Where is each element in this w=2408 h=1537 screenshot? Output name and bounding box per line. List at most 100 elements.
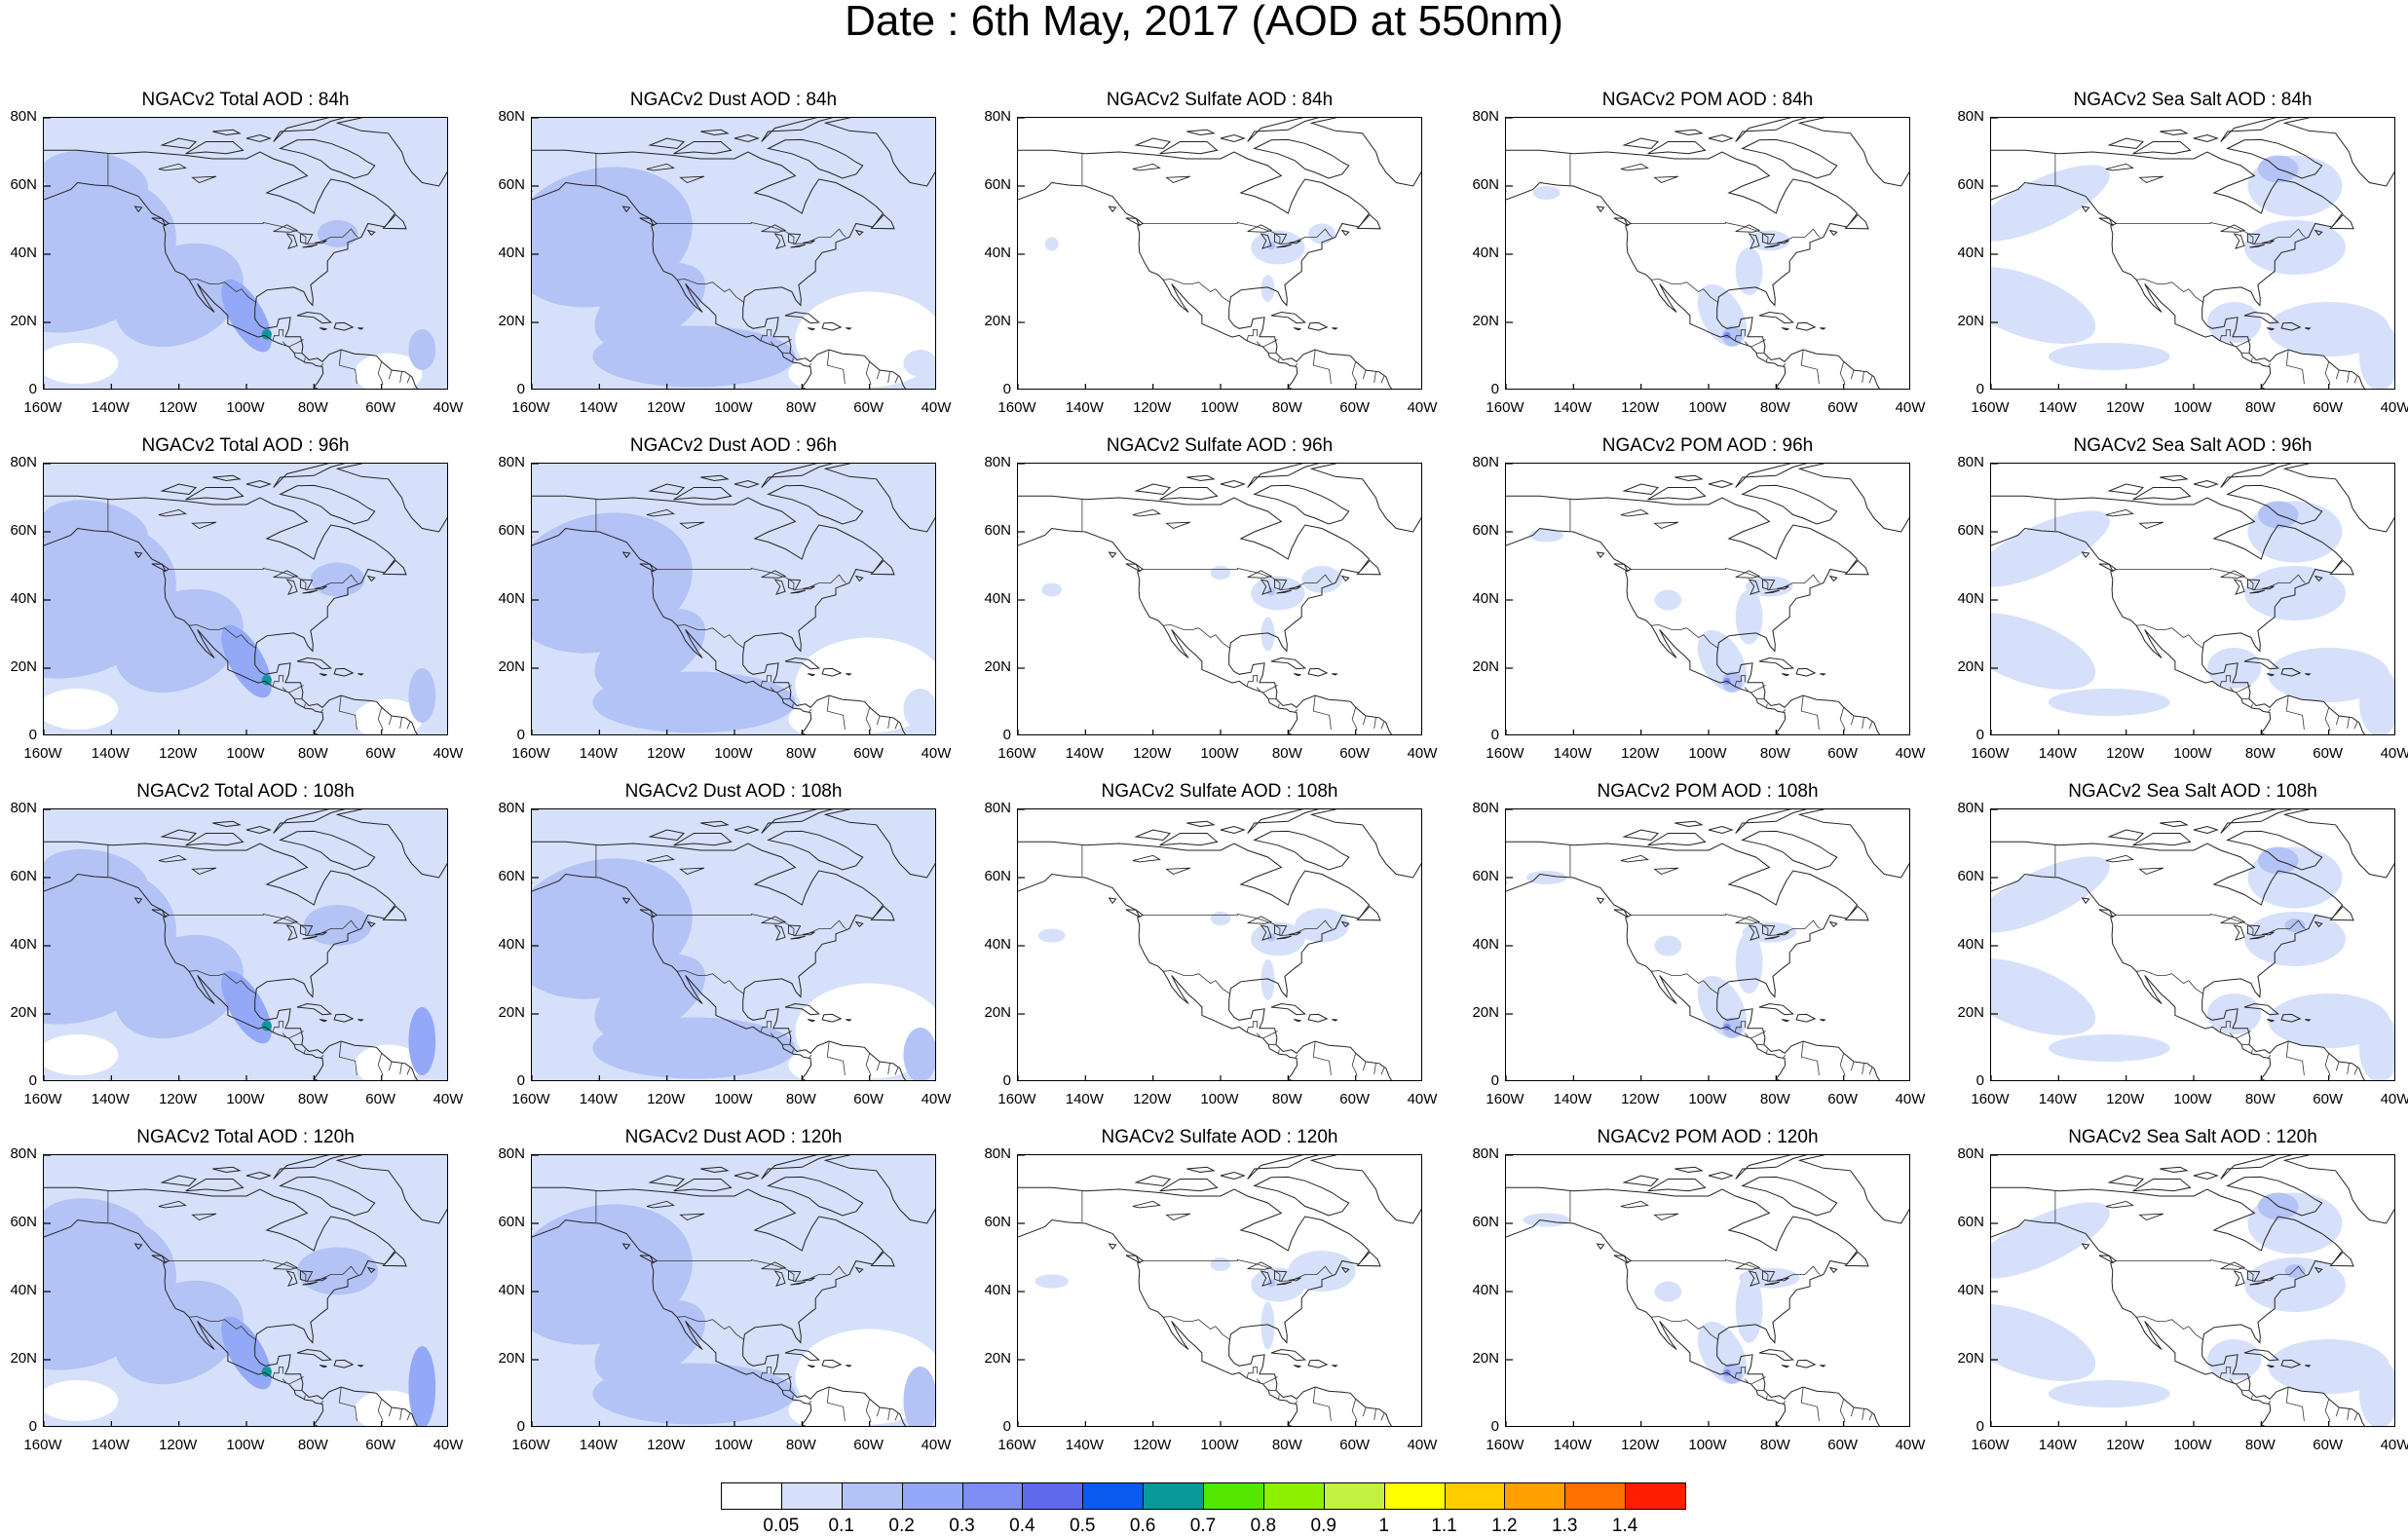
coastline	[2193, 133, 2219, 143]
lon-tick-label: 120W	[1621, 1437, 1660, 1453]
country-border	[1862, 371, 1864, 383]
country-border	[2353, 1413, 2358, 1421]
coastline	[382, 905, 407, 921]
coastline	[1741, 830, 1838, 871]
country-border	[1256, 1032, 1261, 1038]
lake-outline	[1764, 935, 1780, 940]
country-border	[809, 709, 812, 713]
lon-tick-label: 140W	[579, 745, 618, 762]
lake-outline	[285, 579, 298, 595]
coastline	[1596, 551, 1605, 559]
coastline	[1506, 1186, 1881, 1426]
coastline	[357, 1365, 364, 1368]
aod-contour-area	[1746, 576, 1793, 597]
lat-tick-label: 80N	[984, 454, 1011, 470]
coastline	[1309, 1155, 1421, 1224]
coastline	[151, 1255, 167, 1264]
lat-tick-label: 0	[1490, 1072, 1499, 1089]
coastline	[335, 1155, 447, 1224]
coastline	[44, 873, 324, 1080]
coastline	[2081, 551, 2090, 559]
country-border	[1351, 1053, 1358, 1076]
lake-outline	[158, 1200, 187, 1209]
country-border	[1312, 1041, 1332, 1076]
lon-tick-label: 100W	[714, 399, 753, 416]
country-border	[826, 350, 846, 385]
coastline	[1741, 484, 1838, 525]
colorbar-swatch	[1323, 1482, 1385, 1510]
country-border	[2353, 376, 2358, 384]
lon-tick-label: 60W	[1339, 1091, 1371, 1107]
lat-tick-label: 80N	[1472, 108, 1499, 125]
coastline	[1820, 327, 1826, 330]
lat-tick-label: 80N	[10, 454, 37, 470]
country-border	[338, 1041, 357, 1076]
map-panel	[43, 463, 448, 735]
lat-tick-label: 40N	[1957, 590, 1984, 607]
country-border	[2250, 357, 2253, 363]
coastline	[2098, 909, 2114, 918]
coastline	[1622, 829, 1660, 842]
country-border	[2324, 361, 2331, 385]
aod-contour-area	[297, 1247, 379, 1295]
lat-tick-label: 80N	[498, 1145, 525, 1162]
colorbar-swatch	[1504, 1482, 1566, 1510]
lon-tick-label: 100W	[1688, 745, 1727, 762]
country-border	[791, 1049, 794, 1055]
map-panel	[1990, 808, 2395, 1081]
coastline	[185, 487, 245, 501]
lake-outline	[773, 579, 786, 595]
lat-tick-label: 0	[28, 727, 37, 743]
lon-tick-label: 60W	[2313, 399, 2344, 416]
lat-tick-label: 40N	[10, 936, 37, 953]
panel-title: NGACv2 POM AOD : 108h	[1597, 781, 1819, 802]
aod-contour-area	[788, 353, 884, 389]
lon-tick-label: 100W	[714, 1091, 753, 1107]
lat-tick-label: 60N	[498, 522, 525, 539]
aod-map	[1991, 118, 2394, 389]
aod-contour-area	[2048, 1380, 2170, 1407]
lon-tick-label: 140W	[1065, 745, 1104, 762]
lake-outline	[1165, 175, 1190, 184]
lon-tick-label: 60W	[2313, 1091, 2344, 1107]
aod-background-field	[1506, 118, 1909, 389]
lat-tick-label: 0	[1490, 381, 1499, 397]
coastline	[1828, 575, 1838, 582]
lon-tick-label: 40W	[1407, 745, 1438, 762]
coastline	[2280, 667, 2302, 677]
coastline	[366, 920, 376, 928]
lon-tick-label: 140W	[2038, 399, 2077, 416]
lat-tick-label: 40N	[498, 936, 525, 953]
coastline	[1820, 1365, 1826, 1368]
coastline	[823, 1155, 935, 1224]
aod-contour-area	[261, 1021, 272, 1031]
map-panel	[1017, 808, 1422, 1081]
coastline	[319, 1365, 327, 1368]
coastline	[1991, 149, 2366, 389]
coastline	[1674, 820, 1704, 828]
coastline	[2226, 138, 2323, 179]
coastline	[1134, 1175, 1172, 1187]
lon-tick-label: 80W	[297, 1091, 328, 1107]
coastline	[870, 905, 895, 921]
coastline	[1622, 137, 1660, 150]
coastline	[1844, 559, 1869, 576]
lon-tick-label: 60W	[853, 745, 884, 762]
lat-tick-label: 60N	[498, 1214, 525, 1230]
country-border	[2268, 1055, 2272, 1059]
coastline	[761, 118, 834, 142]
lat-tick-label: 40N	[498, 590, 525, 607]
map-panel	[1017, 463, 1422, 735]
coastline	[1247, 118, 1320, 142]
lon-tick-label: 40W	[1895, 1437, 1926, 1453]
aod-map	[532, 809, 935, 1080]
coastline	[2220, 809, 2293, 834]
country-border	[887, 717, 890, 729]
country-border	[377, 1399, 384, 1422]
country-border	[1380, 1413, 1385, 1421]
coastline	[1125, 909, 1141, 918]
coastline	[784, 1348, 820, 1362]
coastline	[273, 1155, 346, 1180]
country-border	[1800, 695, 1820, 731]
country-border	[2335, 1061, 2340, 1071]
